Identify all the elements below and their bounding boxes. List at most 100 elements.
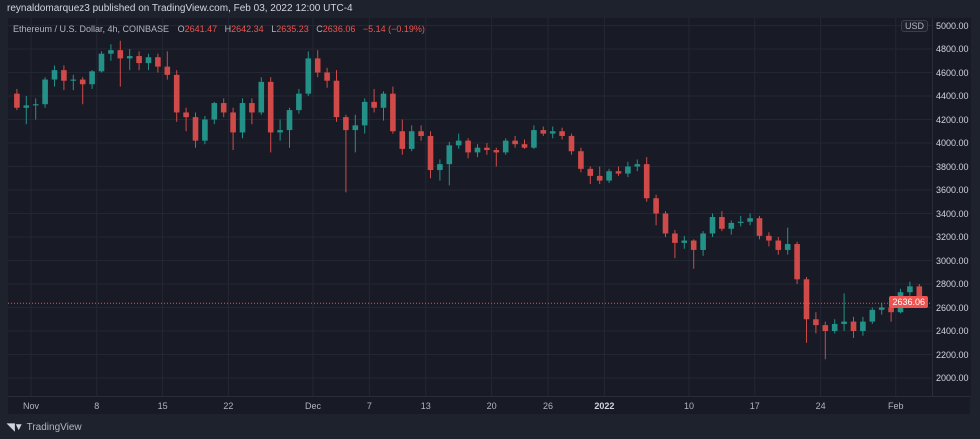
- candle: [324, 67, 330, 88]
- candle-body: [606, 171, 612, 181]
- candle-body: [249, 103, 255, 113]
- candle: [202, 115, 208, 145]
- candle: [766, 232, 772, 247]
- candle: [831, 319, 838, 334]
- candle: [173, 70, 180, 122]
- open-value: 2641.47: [184, 24, 218, 34]
- candle: [625, 161, 631, 178]
- y-tick-label: 2600.00: [936, 302, 969, 313]
- candle: [860, 316, 866, 336]
- candle-body: [437, 164, 443, 171]
- candle-body: [747, 218, 753, 222]
- candle: [709, 213, 716, 237]
- candle: [352, 114, 359, 153]
- candle: [634, 159, 641, 172]
- candle-body: [446, 145, 453, 165]
- candle: [418, 125, 424, 141]
- candle-body: [549, 131, 556, 134]
- y-tick-label: 3000.00: [936, 255, 969, 266]
- candle: [220, 98, 227, 118]
- candle: [587, 166, 594, 185]
- candle-body: [145, 57, 152, 64]
- candle-body: [42, 79, 48, 105]
- candle: [408, 125, 415, 152]
- candle: [155, 53, 161, 73]
- candle: [719, 211, 725, 232]
- candle: [907, 281, 913, 296]
- candle: [747, 213, 753, 226]
- candle-body: [860, 321, 866, 331]
- currency-badge[interactable]: USD: [900, 20, 928, 32]
- candle: [822, 321, 829, 360]
- candle-body: [474, 147, 481, 153]
- candle: [803, 276, 810, 343]
- candle-body: [126, 56, 133, 59]
- candle-body: [596, 175, 603, 181]
- candle: [296, 88, 302, 114]
- x-tick-label: 20: [486, 401, 497, 411]
- candle-body: [794, 244, 800, 280]
- candle-body: [700, 233, 706, 250]
- candle-body: [192, 117, 199, 141]
- candle: [305, 51, 312, 96]
- low-label: L: [271, 24, 277, 34]
- candle-body: [267, 81, 274, 133]
- candle: [756, 215, 763, 240]
- x-tick-label: Dec: [304, 401, 322, 411]
- y-tick-label: 4400.00: [936, 91, 969, 101]
- candle: [474, 144, 481, 158]
- candle: [333, 70, 340, 122]
- candle-body: [408, 131, 415, 149]
- candle-body: [380, 93, 387, 108]
- x-tick-label: 22: [223, 401, 234, 411]
- candle: [869, 307, 876, 324]
- candle: [183, 107, 189, 132]
- candle-body: [653, 198, 659, 214]
- candle: [841, 293, 847, 331]
- x-tick-label: 10: [683, 401, 695, 411]
- candle: [32, 98, 39, 120]
- candle: [596, 166, 603, 185]
- chart-pane[interactable]: [8, 18, 932, 396]
- candle-body: [634, 164, 641, 167]
- candle: [117, 40, 124, 87]
- time-axis[interactable]: [8, 396, 970, 414]
- candle: [23, 96, 30, 125]
- candle-body: [324, 72, 330, 81]
- candle: [653, 194, 659, 226]
- candle-body: [371, 101, 377, 108]
- candle-body: [766, 235, 772, 241]
- footer-brand[interactable]: ◥▼ TradingView: [7, 422, 82, 433]
- y-tick-label: 2200.00: [936, 349, 969, 360]
- price-axis[interactable]: [932, 18, 971, 396]
- candle-body: [108, 50, 114, 54]
- candle: [286, 107, 293, 148]
- candle-body: [869, 309, 876, 322]
- x-tick-label: 8: [94, 401, 100, 411]
- candle: [512, 135, 518, 148]
- candle-body: [465, 140, 471, 153]
- y-tick-label: 2400.00: [936, 326, 969, 336]
- x-tick-label: Feb: [888, 401, 904, 411]
- candle-body: [61, 70, 67, 81]
- candles: [14, 40, 923, 360]
- candle-body: [521, 144, 528, 148]
- brand-name: TradingView: [26, 422, 82, 433]
- candle-body: [784, 244, 791, 250]
- candle: [371, 88, 377, 113]
- candle-body: [559, 131, 565, 136]
- candle: [267, 77, 274, 153]
- candle-body: [888, 307, 894, 313]
- candle: [390, 86, 396, 134]
- candle-body: [258, 81, 265, 113]
- candle-body: [239, 103, 246, 133]
- candle-body: [540, 130, 547, 134]
- candle-body: [841, 321, 847, 324]
- candle: [380, 91, 387, 121]
- candle-body: [756, 218, 763, 236]
- candle-body: [625, 166, 631, 174]
- candle-body: [277, 130, 283, 133]
- candle: [559, 127, 565, 140]
- x-tick-label: 15: [157, 401, 168, 411]
